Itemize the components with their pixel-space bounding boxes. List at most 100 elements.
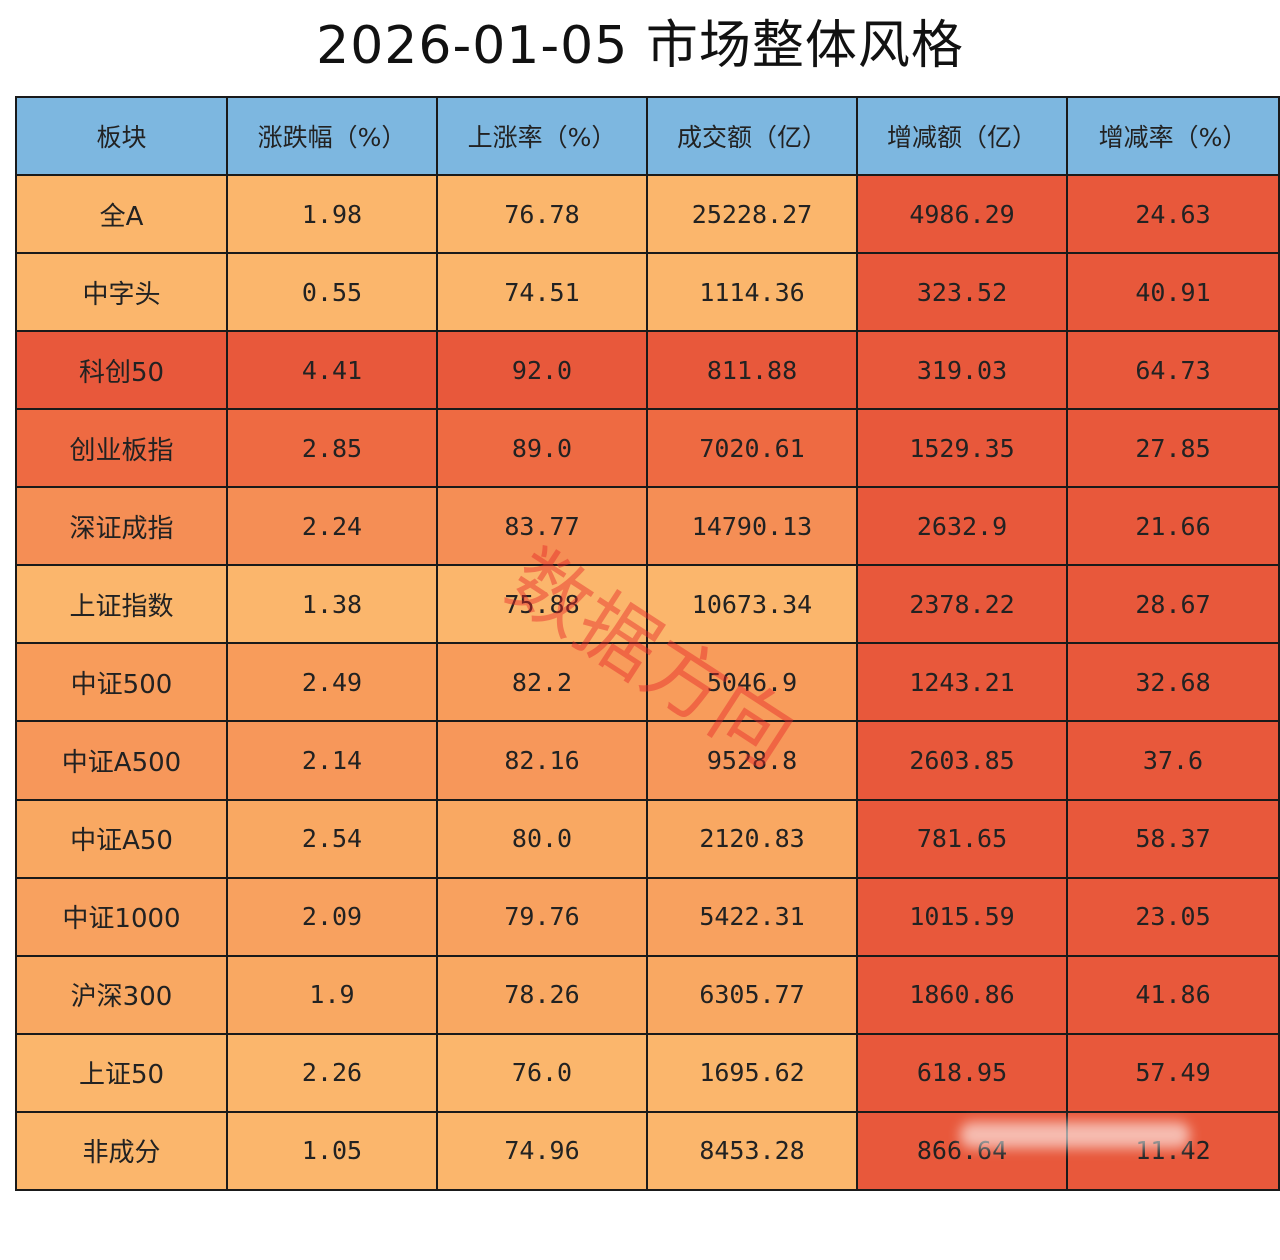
- sector-name-cell: 中证500: [15, 642, 228, 723]
- column-header-2: 上涨率（%）: [436, 96, 648, 176]
- value-cell-3: 10673.34: [646, 564, 858, 645]
- value-cell-2: 75.88: [436, 564, 648, 645]
- value-cell-3: 1695.62: [646, 1032, 858, 1113]
- table-row: 深证成指 2.24 83.77 14790.13 2632.9 21.66: [15, 486, 1280, 567]
- value-cell-3: 5046.9: [646, 642, 858, 723]
- value-cell-2: 89.0: [436, 408, 648, 489]
- value-cell-5: 24.63: [1066, 173, 1280, 255]
- value-cell-1: 0.55: [226, 252, 438, 333]
- value-cell-1: 1.98: [226, 173, 438, 255]
- value-cell-3: 1114.36: [646, 252, 858, 333]
- value-cell-4: 781.65: [856, 798, 1068, 879]
- value-cell-2: 74.96: [436, 1110, 648, 1192]
- value-cell-2: 80.0: [436, 798, 648, 879]
- value-cell-2: 74.51: [436, 252, 648, 333]
- value-cell-4: 319.03: [856, 330, 1068, 411]
- table-row: 创业板指 2.85 89.0 7020.61 1529.35 27.85: [15, 408, 1280, 489]
- value-cell-2: 78.26: [436, 954, 648, 1035]
- value-cell-5: 21.66: [1066, 486, 1280, 567]
- market-style-table-container: 板块 涨跌幅（%） 上涨率（%） 成交额（亿） 增减额（亿） 增减率（%） 全A 1.98 7…: [15, 96, 1280, 1192]
- value-cell-1: 1.05: [226, 1110, 438, 1192]
- value-cell-5: 58.37: [1066, 798, 1280, 879]
- sector-name-cell: 中字头: [15, 252, 228, 333]
- value-cell-5: 27.85: [1066, 408, 1280, 489]
- table-row: 中证500 2.49 82.2 5046.9 1243.21 32.68: [15, 642, 1280, 723]
- table-row: 沪深300 1.9 78.26 6305.77 1860.86 41.86: [15, 954, 1280, 1035]
- value-cell-4: 618.95: [856, 1032, 1068, 1113]
- value-cell-5: 37.6: [1066, 720, 1280, 801]
- value-cell-2: 76.78: [436, 173, 648, 255]
- value-cell-4: 866.64: [856, 1110, 1068, 1192]
- table-header-row: 板块 涨跌幅（%） 上涨率（%） 成交额（亿） 增减额（亿） 增减率（%）: [15, 96, 1280, 176]
- value-cell-5: 23.05: [1066, 876, 1280, 957]
- sector-name-cell: 中证A50: [15, 798, 228, 879]
- value-cell-5: 41.86: [1066, 954, 1280, 1035]
- sector-name-cell: 中证1000: [15, 876, 228, 957]
- column-header-0: 板块: [15, 96, 228, 176]
- value-cell-3: 2120.83: [646, 798, 858, 879]
- value-cell-4: 1015.59: [856, 876, 1068, 957]
- table-row: 中证A500 2.14 82.16 9528.8 2603.85 37.6: [15, 720, 1280, 801]
- value-cell-2: 76.0: [436, 1032, 648, 1113]
- sector-name-cell: 非成分: [15, 1110, 228, 1192]
- table-row: 上证指数 1.38 75.88 10673.34 2378.22 28.67: [15, 564, 1280, 645]
- sector-name-cell: 沪深300: [15, 954, 228, 1035]
- column-header-4: 增减额（亿）: [856, 96, 1068, 176]
- column-header-1: 涨跌幅（%）: [226, 96, 438, 176]
- chart-title: 2026-01-05 市场整体风格: [316, 16, 964, 76]
- value-cell-1: 2.24: [226, 486, 438, 567]
- table-row: 中字头 0.55 74.51 1114.36 323.52 40.91: [15, 252, 1280, 333]
- value-cell-1: 2.26: [226, 1032, 438, 1113]
- value-cell-3: 811.88: [646, 330, 858, 411]
- sector-name-cell: 上证50: [15, 1032, 228, 1113]
- value-cell-1: 1.38: [226, 564, 438, 645]
- value-cell-3: 25228.27: [646, 173, 858, 255]
- table-row: 中证A50 2.54 80.0 2120.83 781.65 58.37: [15, 798, 1280, 879]
- value-cell-3: 14790.13: [646, 486, 858, 567]
- value-cell-1: 2.14: [226, 720, 438, 801]
- value-cell-2: 92.0: [436, 330, 648, 411]
- table-body: 全A 1.98 76.78 25228.27 4986.29 24.63 中字头 0.55 74…: [15, 173, 1280, 1192]
- value-cell-1: 1.9: [226, 954, 438, 1035]
- sector-name-cell: 创业板指: [15, 408, 228, 489]
- value-cell-1: 2.85: [226, 408, 438, 489]
- column-header-3: 成交额（亿）: [646, 96, 858, 176]
- value-cell-5: 32.68: [1066, 642, 1280, 723]
- table-row: 中证1000 2.09 79.76 5422.31 1015.59 23.05: [15, 876, 1280, 957]
- value-cell-4: 1860.86: [856, 954, 1068, 1035]
- value-cell-4: 4986.29: [856, 173, 1068, 255]
- market-style-table: 板块 涨跌幅（%） 上涨率（%） 成交额（亿） 增减额（亿） 增减率（%） 全A 1.98 7…: [15, 96, 1280, 1192]
- sector-name-cell: 科创50: [15, 330, 228, 411]
- column-header-5: 增减率（%）: [1066, 96, 1280, 176]
- value-cell-3: 7020.61: [646, 408, 858, 489]
- value-cell-5: 28.67: [1066, 564, 1280, 645]
- value-cell-1: 2.49: [226, 642, 438, 723]
- value-cell-2: 82.2: [436, 642, 648, 723]
- table-row: 非成分 1.05 74.96 8453.28 866.64 11.42: [15, 1110, 1280, 1192]
- value-cell-4: 323.52: [856, 252, 1068, 333]
- value-cell-3: 8453.28: [646, 1110, 858, 1192]
- value-cell-1: 2.09: [226, 876, 438, 957]
- sector-name-cell: 上证指数: [15, 564, 228, 645]
- sector-name-cell: 全A: [15, 173, 228, 255]
- value-cell-4: 1243.21: [856, 642, 1068, 723]
- value-cell-2: 79.76: [436, 876, 648, 957]
- value-cell-5: 11.42: [1066, 1110, 1280, 1192]
- value-cell-5: 64.73: [1066, 330, 1280, 411]
- value-cell-4: 2632.9: [856, 486, 1068, 567]
- value-cell-3: 6305.77: [646, 954, 858, 1035]
- value-cell-5: 57.49: [1066, 1032, 1280, 1113]
- value-cell-4: 2378.22: [856, 564, 1068, 645]
- value-cell-3: 5422.31: [646, 876, 858, 957]
- value-cell-4: 1529.35: [856, 408, 1068, 489]
- value-cell-3: 9528.8: [646, 720, 858, 801]
- table-row: 上证50 2.26 76.0 1695.62 618.95 57.49: [15, 1032, 1280, 1113]
- sector-name-cell: 中证A500: [15, 720, 228, 801]
- value-cell-2: 83.77: [436, 486, 648, 567]
- value-cell-4: 2603.85: [856, 720, 1068, 801]
- value-cell-5: 40.91: [1066, 252, 1280, 333]
- sector-name-cell: 深证成指: [15, 486, 228, 567]
- table-row: 全A 1.98 76.78 25228.27 4986.29 24.63: [15, 173, 1280, 255]
- table-row: 科创50 4.41 92.0 811.88 319.03 64.73: [15, 330, 1280, 411]
- value-cell-2: 82.16: [436, 720, 648, 801]
